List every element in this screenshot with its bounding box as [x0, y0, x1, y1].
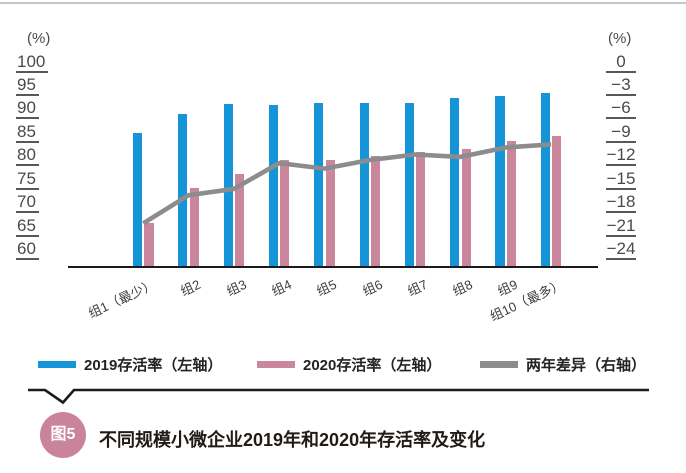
- x-axis-line: [68, 266, 598, 268]
- right-axis-tick: −18: [606, 192, 636, 214]
- bar-2019: [178, 114, 188, 268]
- legend-swatch-diff: [480, 360, 518, 368]
- x-axis-label: 组5: [314, 276, 340, 299]
- legend-label-2019: 2019存活率（左轴）: [84, 356, 223, 374]
- bar-2019: [495, 95, 505, 268]
- right-axis-unit-label: (%): [608, 30, 632, 47]
- diff-line: [142, 142, 552, 226]
- bar-2020: [189, 187, 199, 268]
- bar-2019: [540, 92, 550, 268]
- x-axis-label: 组4: [269, 276, 294, 299]
- legend-label-diff: 两年差异（右轴）: [526, 356, 647, 374]
- right-axis-tick: −9: [606, 122, 636, 143]
- bar-2019: [450, 98, 460, 268]
- left-axis-tick: 65: [16, 216, 39, 237]
- right-axis-tick: −6: [606, 98, 636, 120]
- bar-2020: [552, 135, 562, 268]
- x-axis-label: 组7: [405, 276, 430, 299]
- caption-callout-line: [28, 388, 649, 405]
- bar-2019: [268, 105, 279, 268]
- right-axis-tick: −12: [606, 145, 636, 167]
- bar-2020: [280, 159, 290, 268]
- legend-label-2020: 2020存活率（左轴）: [303, 356, 442, 374]
- bar-2020: [370, 155, 381, 268]
- right-axis-tick: −21: [606, 215, 636, 237]
- legend-item-2019: 2019存活率（左轴）: [38, 354, 222, 374]
- left-axis-tick: 95: [16, 75, 39, 96]
- legend-swatch-2019: [38, 360, 76, 368]
- left-axis-tick: 85: [16, 122, 39, 143]
- legend-item-diff: 两年差异（右轴）: [480, 354, 646, 374]
- bar-2020: [144, 223, 154, 268]
- bar-2019: [404, 102, 414, 268]
- x-axis-label: 组6: [359, 276, 385, 299]
- bar-2020: [461, 148, 471, 268]
- x-axis-label: 组2: [178, 276, 204, 299]
- right-axis-tick: −15: [606, 168, 636, 190]
- left-axis-tick: 90: [16, 98, 39, 120]
- top-border-rule: [0, 2, 686, 4]
- bar-2019: [223, 104, 233, 268]
- left-axis-tick: 75: [16, 169, 39, 190]
- right-axis-tick: 0: [606, 52, 636, 73]
- legend-swatch-2020: [257, 360, 295, 368]
- x-axis-label: 组8: [450, 276, 476, 299]
- bar-2020: [235, 174, 245, 268]
- figure-number-badge: 图5: [40, 412, 86, 458]
- bar-2020: [416, 151, 426, 268]
- figure-caption: 不同规模小微企业2019年和2020年存活率及变化: [99, 430, 486, 450]
- left-axis-tick: 60: [16, 239, 39, 260]
- bar-2019: [359, 103, 369, 268]
- bar-2020: [325, 160, 335, 268]
- bar-2019: [133, 132, 143, 268]
- right-axis-tick: −24: [606, 239, 636, 260]
- x-axis-label: 组3: [223, 276, 249, 299]
- x-axis-label: 组1（最少）: [86, 276, 158, 321]
- left-axis-unit-label: (%): [27, 30, 51, 47]
- left-axis-tick: 70: [16, 192, 39, 214]
- left-axis-tick: 80: [16, 145, 39, 167]
- left-axis-tick: 100: [16, 52, 49, 73]
- bar-2020: [506, 140, 516, 268]
- legend-item-2020: 2020存活率（左轴）: [257, 354, 441, 374]
- bar-2019: [314, 102, 324, 268]
- right-axis-tick: −3: [606, 75, 636, 96]
